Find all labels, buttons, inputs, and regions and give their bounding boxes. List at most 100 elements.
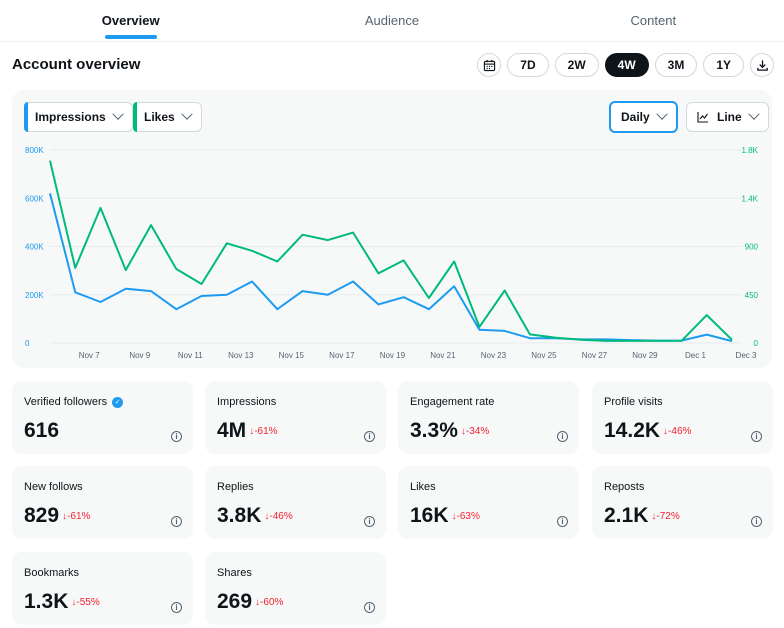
line-chart-icon [697, 112, 708, 123]
metric-card-label-text: Impressions [217, 396, 277, 408]
x-axis-tick-label: Nov 23 [481, 351, 507, 360]
info-icon[interactable]: i [171, 516, 182, 527]
metric-card-value-text: 269 [217, 590, 253, 613]
metric-card-label: Engagement rate [410, 396, 494, 408]
info-icon[interactable]: i [557, 516, 568, 527]
x-axis-tick-label: Nov 19 [380, 351, 406, 360]
metric-card-delta: ↓-60% [255, 597, 284, 608]
right-axis-tick-label: 1.4K [742, 194, 759, 203]
metric-card-replies: Replies 3.8K ↓-46% i [205, 466, 386, 539]
right-axis-tick-label: 900 [745, 243, 759, 252]
info-icon[interactable]: i [171, 602, 182, 613]
x-axis-tick-label: Nov 29 [632, 351, 658, 360]
granularity-dropdown[interactable]: Daily [609, 101, 678, 133]
tab-audience-label: Audience [364, 13, 420, 28]
metric-card-label: Profile visits [604, 396, 663, 408]
metric-card-verified-followers: Verified followers ✓ 616 i [12, 381, 193, 454]
range-4w-button[interactable]: 4W [604, 53, 649, 77]
x-axis-tick-label: Nov 17 [329, 351, 355, 360]
info-icon[interactable]: i [557, 431, 568, 442]
line-chart: 0 200K 400K 600K 800K 0 450 900 1.4K 1.8K Nov 7 Nov… [25, 146, 759, 360]
metric-card-label: New follows [24, 481, 83, 493]
info-icon[interactable]: i [171, 431, 182, 442]
metric-card-value-text: 16K [410, 504, 449, 527]
info-icon[interactable]: i [364, 431, 375, 442]
download-button[interactable] [750, 53, 774, 77]
metric2-color-stripe [133, 102, 137, 132]
metric-card-delta: ↓-34% [460, 426, 490, 437]
x-axis-tick-label: Nov 25 [531, 351, 557, 360]
metric-card-label: Impressions [217, 396, 276, 408]
metric-card-new-follows: New follows 829 ↓-61% i [12, 466, 193, 539]
granularity-label: Daily [621, 110, 650, 124]
metric-card-delta: ↓-46% [264, 511, 293, 522]
download-icon [756, 59, 768, 71]
tab-overview[interactable]: Overview [0, 0, 261, 41]
info-icon[interactable]: i [364, 516, 375, 527]
tab-content-label: Content [630, 13, 677, 28]
metric-card-label-text: New follows [24, 481, 83, 493]
metric-card-value-text: 616 [24, 419, 60, 442]
metric-card-impressions: Impressions 4M ↓-61% i [205, 381, 386, 454]
metric-card-label-text: Verified followers [24, 396, 108, 408]
metric-card-label-text: Profile visits [604, 396, 663, 408]
metric-card-value: 829 ↓-61% [24, 504, 90, 528]
left-axis-tick-label: 200K [25, 291, 44, 300]
x-axis-tick-label: Nov 9 [129, 351, 150, 360]
metric-card-value-text: 4M [217, 419, 247, 442]
tab-bar: Overview Audience Content [0, 0, 784, 42]
metric-card-label-text: Replies [217, 481, 254, 493]
chart-style-label: Line [717, 110, 742, 124]
metric-card-value: 3.8K ↓-46% [217, 504, 293, 528]
metric-card-value-text: 14.2K [604, 419, 661, 442]
metric-card-value-text: 3.8K [217, 504, 262, 527]
metric1-dropdown[interactable]: Impressions [24, 102, 133, 132]
info-icon[interactable]: i [751, 431, 762, 442]
metric-card-delta: ↓-61% [62, 511, 91, 522]
metric-card-label-text: Shares [217, 567, 252, 579]
page-title: Account overview [12, 56, 141, 73]
calendar-button[interactable] [477, 53, 502, 77]
left-axis-tick-label: 400K [25, 243, 44, 252]
metric-card-likes: Likes 16K ↓-63% i [398, 466, 579, 539]
metric-card-profile-visits: Profile visits 14.2K ↓-46% i [592, 381, 773, 454]
tab-overview-label: Overview [101, 13, 160, 28]
info-icon[interactable]: i [751, 516, 762, 527]
metric1-color-stripe [24, 102, 28, 132]
series-line-impressions [49, 193, 733, 343]
range-7d-button[interactable]: 7D [507, 53, 549, 77]
metric-card-value-text: 2.1K [604, 504, 649, 527]
metric-card-label: Likes [410, 481, 436, 493]
x-axis-tick-label: Nov 11 [178, 351, 203, 360]
metric-card-delta: ↓-63% [451, 511, 480, 522]
chevron-down-icon [656, 108, 668, 120]
info-icon[interactable]: i [364, 602, 375, 613]
metric-card-label-text: Engagement rate [410, 396, 495, 408]
x-axis-tick-label: Nov 21 [430, 351, 456, 360]
range-1y-button[interactable]: 1Y [703, 53, 744, 77]
metric-card-value: 14.2K ↓-46% [604, 419, 691, 443]
x-axis-tick-label: Dec 3 [736, 351, 757, 360]
x-axis-tick-label: Nov 27 [582, 351, 608, 360]
metric-card-value-text: 3.3% [410, 419, 458, 442]
chart-style-dropdown[interactable]: Line [686, 102, 769, 132]
metric-card-delta: ↓-55% [71, 597, 100, 608]
metric-card-value: 4M ↓-61% [217, 419, 278, 443]
metric-card-value: 16K ↓-63% [410, 504, 480, 528]
calendar-icon [483, 59, 495, 71]
range-3m-button[interactable]: 3M [654, 53, 698, 77]
metric-card-value-text: 1.3K [24, 590, 69, 613]
metric-card-bookmarks: Bookmarks 1.3K ↓-55% i [12, 552, 193, 625]
tab-content[interactable]: Content [523, 0, 784, 41]
metric-card-delta: ↓-46% [663, 426, 692, 437]
metric-card-value-text: 829 [24, 504, 60, 527]
chart-panel: 0 200K 400K 600K 800K 0 450 900 1.4K 1.8K Nov 7 Nov… [12, 90, 772, 368]
metric2-dropdown[interactable]: Likes [133, 102, 202, 132]
metric-card-engagement-rate: Engagement rate 3.3% ↓-34% i [398, 381, 579, 454]
verified-badge-icon: ✓ [112, 396, 124, 408]
metric-card-label: Reposts [604, 481, 644, 493]
range-2w-button[interactable]: 2W [554, 53, 599, 77]
tab-audience[interactable]: Audience [261, 0, 522, 41]
metric-card-delta: ↓-72% [651, 511, 680, 522]
date-range-bar: 7D 2W 4W 3M 1Y [477, 53, 774, 77]
